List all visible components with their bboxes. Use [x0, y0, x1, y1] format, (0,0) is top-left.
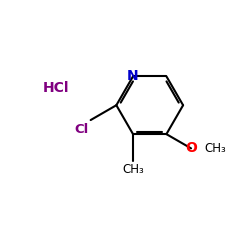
Text: HCl: HCl — [42, 81, 69, 95]
Text: CH₃: CH₃ — [205, 142, 227, 155]
Text: CH₃: CH₃ — [122, 162, 144, 175]
Text: Cl: Cl — [74, 122, 88, 136]
Text: O: O — [185, 141, 197, 155]
Text: N: N — [127, 69, 139, 83]
